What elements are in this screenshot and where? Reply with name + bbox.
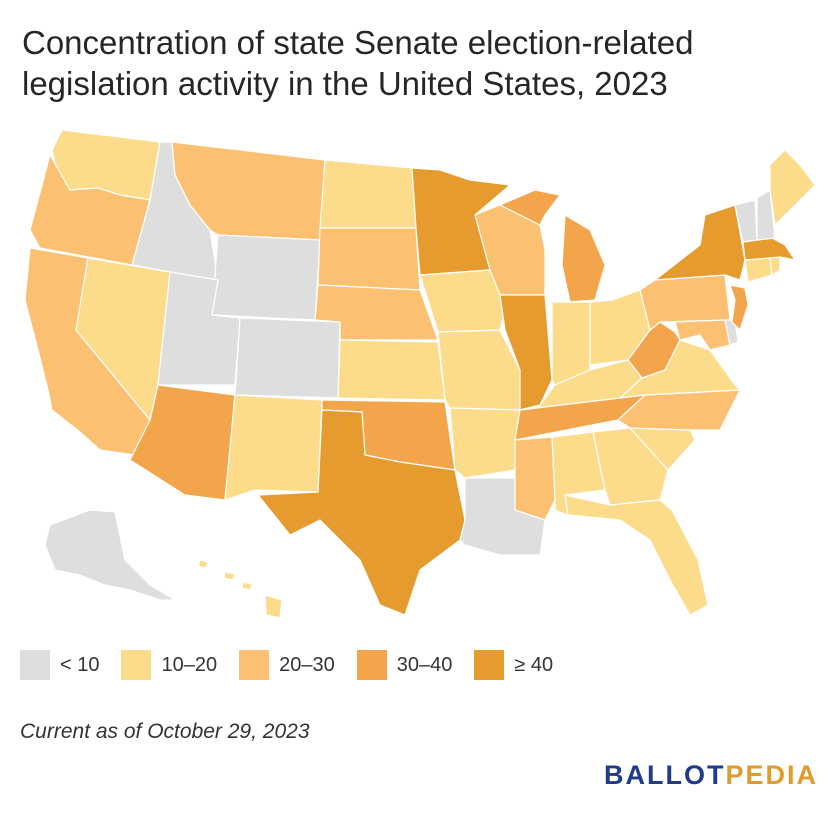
state-TX — [257, 409, 466, 616]
legend-swatch — [239, 650, 270, 680]
footnote: Current as of October 29, 2023 — [20, 720, 310, 743]
legend-item: 30–40 — [356, 650, 453, 680]
state-NJ — [729, 284, 749, 331]
state-DE — [724, 319, 739, 346]
state-MS — [514, 436, 556, 521]
legend-label: 30–40 — [396, 653, 453, 676]
legend-item: 20–30 — [239, 650, 335, 680]
state-NY — [654, 204, 746, 281]
legend-label: 10–20 — [161, 653, 218, 676]
state-SD — [317, 227, 421, 291]
legend-item: ≥ 40 — [474, 650, 553, 680]
state-ND — [319, 159, 417, 229]
legend-swatch — [20, 650, 50, 680]
ballotpedia-logo[interactable]: BALLOTPEDIA — [604, 760, 818, 791]
legend-swatch — [474, 650, 505, 680]
logo-part-ballot: BALLOT — [603, 760, 726, 790]
state-CT — [744, 256, 773, 283]
state-MI — [499, 189, 606, 303]
state-NH — [756, 189, 776, 241]
legend-item: < 10 — [20, 650, 99, 680]
state-KS — [337, 339, 446, 401]
legend-swatch — [121, 650, 152, 680]
legend-label: 20–30 — [279, 653, 335, 676]
state-NM — [224, 394, 323, 501]
legend-label: ≥ 40 — [514, 653, 554, 676]
state-ME — [769, 149, 816, 226]
state-CO — [234, 317, 341, 399]
legend-item: 10–20 — [121, 650, 217, 680]
map-title: Concentration of state Senate election-r… — [22, 24, 694, 102]
state-HI — [197, 559, 283, 619]
logo-part-pedia: PEDIA — [725, 760, 818, 790]
state-RI — [769, 256, 781, 276]
legend-swatch — [356, 650, 387, 680]
state-IL — [499, 294, 553, 411]
state-AK — [44, 509, 176, 601]
state-AR — [449, 407, 521, 479]
state-WY — [211, 234, 321, 321]
us-choropleth-map — [24, 129, 816, 619]
state-FL — [564, 494, 709, 616]
legend-label: < 10 — [60, 653, 100, 676]
legend: < 10 10–20 20–30 30–40 ≥ 40 — [20, 650, 575, 680]
